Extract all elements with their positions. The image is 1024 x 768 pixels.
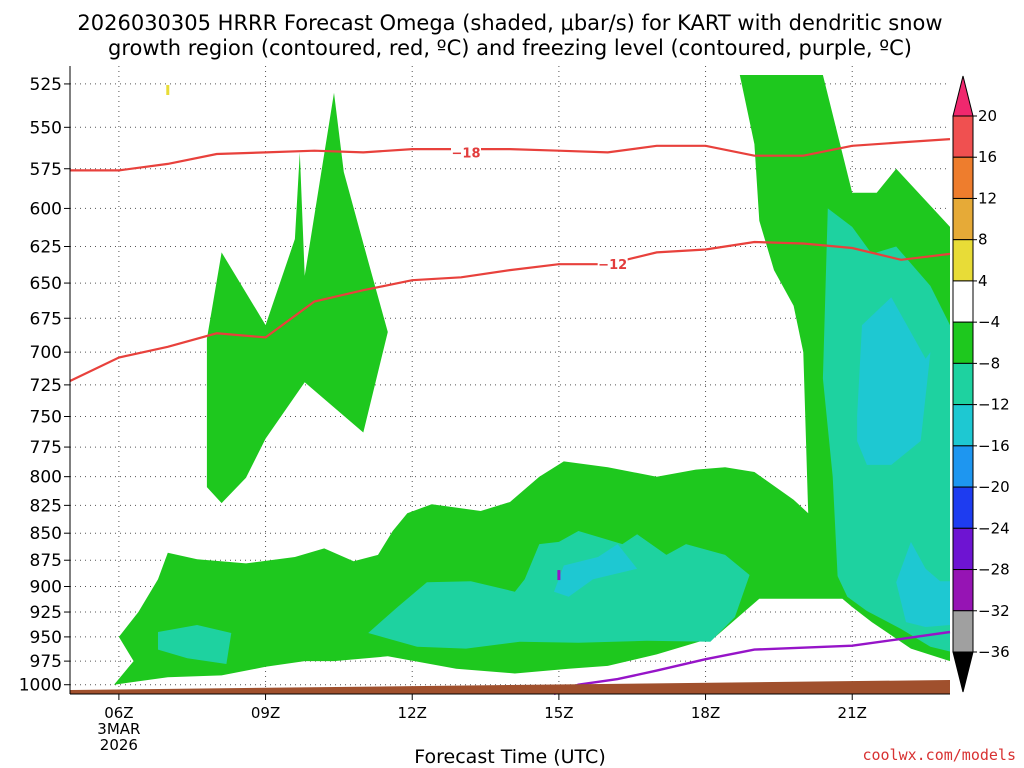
credit-text: coolwx.com/models (862, 746, 1016, 764)
x-tick-label-1: 09Z (251, 704, 280, 722)
omega-region-7 (896, 541, 950, 627)
colorbar-label-10: −24 (978, 519, 1010, 537)
colorbar-label-6: −8 (978, 354, 1000, 372)
y-tick-label-10: 775 (30, 438, 62, 458)
spot-mark-0 (166, 85, 170, 96)
y-tick-label-19: 1000 (19, 676, 62, 696)
x-tick-label-3: 15Z (544, 704, 573, 722)
colorbar-bin-11 (952, 569, 974, 612)
colorbar-bin-3 (952, 239, 974, 282)
y-tick-label-6: 675 (30, 309, 62, 329)
colorbar-bin-1 (952, 156, 974, 199)
terrain-band (70, 680, 950, 694)
terrain-fill (70, 680, 950, 694)
colorbar: 20 16 12 8 4 −4 −8 −12 −16 −20 −24 −28 −32 −36 (952, 75, 1010, 693)
colorbar-label-5: −4 (978, 313, 1000, 331)
y-tick-label-8: 725 (30, 376, 62, 396)
omega-region-2 (158, 625, 232, 664)
y-tick-label-7: 700 (30, 343, 62, 363)
y-tick-label-13: 850 (30, 524, 62, 544)
chart-title-line-1: 2026030305 HRRR Forecast Omega (shaded, … (77, 11, 942, 35)
colorbar-bin-0 (952, 115, 974, 158)
colorbar-label-2: 12 (978, 189, 997, 207)
colorbar-label-0: 20 (978, 107, 997, 125)
colorbar-label-4: 4 (978, 272, 988, 290)
dgz-label-bg-0 (451, 144, 481, 160)
colorbar-label-9: −20 (978, 478, 1010, 496)
y-tick-label-11: 800 (30, 468, 62, 488)
y-tick-label-16: 925 (30, 603, 62, 623)
y-tick-label-4: 625 (30, 237, 62, 257)
y-tick-label-15: 900 (30, 577, 62, 597)
colorbar-label-11: −28 (978, 561, 1010, 579)
y-tick-label-1: 550 (30, 118, 62, 138)
colorbar-label-12: −32 (978, 602, 1010, 620)
y-tick-label-17: 950 (30, 628, 62, 648)
omega-region-6 (857, 297, 931, 465)
x-axis-label: Forecast Time (UTC) (414, 746, 605, 768)
y-tick-label-3: 600 (30, 199, 62, 219)
colorbar-bottom-arrow (952, 651, 974, 693)
colorbar-label-7: −12 (978, 396, 1010, 414)
omega-shading (114, 75, 950, 685)
colorbar-label-3: 8 (978, 231, 988, 249)
x-tick-label-0: 06Z (104, 704, 133, 722)
dgz-contour-1 (69, 240, 951, 382)
colorbar-label-1: 16 (978, 148, 997, 166)
colorbar-bin-8 (952, 445, 974, 488)
colorbar-bin-12 (952, 610, 974, 653)
contour-lines: −18 −12 (69, 85, 951, 696)
x-tick-label-5: 21Z (838, 704, 867, 722)
y-tick-label-0: 525 (30, 75, 62, 95)
axes: 525 550 575 600 625 650 675 700 725 750 775 800 825 8… (19, 66, 950, 754)
omega-region-1 (206, 92, 388, 504)
spot-mark-1 (557, 570, 561, 581)
y-tick-label-18: 975 (30, 652, 62, 672)
y-tick-label-2: 575 (30, 160, 62, 180)
y-tick-label-12: 825 (30, 496, 62, 516)
colorbar-label-13: −36 (978, 643, 1010, 661)
omega-region-5 (554, 544, 638, 597)
chart-title-line-2: growth region (contoured, red, ºC) and f… (108, 36, 912, 60)
x-tick-label-4: 18Z (691, 704, 720, 722)
colorbar-bin-4 (952, 280, 974, 323)
colorbar-bin-7 (952, 404, 974, 447)
y-tick-label-5: 650 (30, 274, 62, 294)
colorbar-bin-6 (952, 362, 974, 406)
colorbar-bin-10 (952, 527, 974, 571)
dgz-contour-label-0: −18 (452, 146, 481, 161)
colorbar-top-arrow (952, 75, 974, 117)
y-tick-label-9: 750 (30, 407, 62, 427)
colorbar-label-8: −16 (978, 437, 1010, 455)
x-tick-label-2: 12Z (398, 704, 427, 722)
y-tick-label-14: 875 (30, 551, 62, 571)
freezing-level-contour (553, 630, 951, 696)
colorbar-bin-9 (952, 486, 974, 529)
colorbar-bin-2 (952, 197, 974, 241)
x-date-line-1: 2026 (100, 736, 138, 754)
x-date-line-0: 3MAR (97, 720, 140, 738)
colorbar-bin-5 (952, 321, 974, 364)
dgz-contour-0 (70, 138, 951, 172)
dgz-label-bg-1 (597, 256, 628, 272)
omega-region-0 (114, 75, 950, 685)
dgz-contour-label-1: −12 (598, 258, 627, 273)
